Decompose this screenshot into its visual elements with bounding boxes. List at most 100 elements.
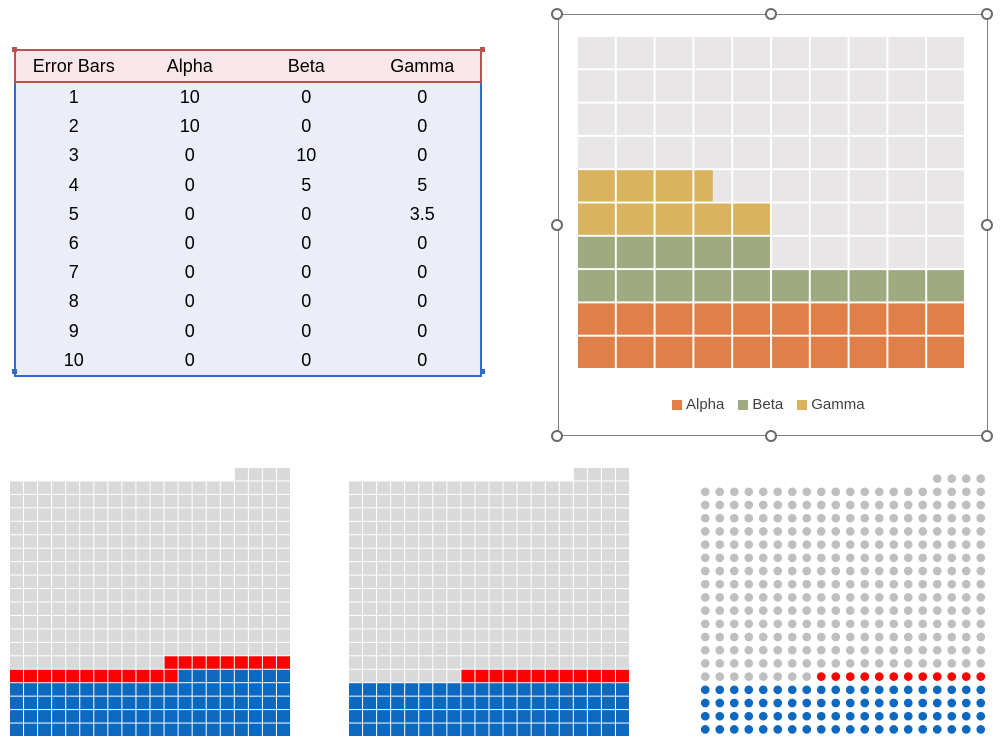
table-cell[interactable]: 5 xyxy=(248,170,365,200)
table-cell[interactable]: 10 xyxy=(131,112,248,142)
table-cell[interactable]: 0 xyxy=(131,141,248,171)
table-cell[interactable]: 7 xyxy=(14,258,132,288)
waffle-dot-blue xyxy=(918,725,928,734)
waffle-dot-empty xyxy=(831,619,841,629)
table-cell[interactable]: 0 xyxy=(248,199,365,229)
table-cell[interactable]: 2 xyxy=(14,112,132,142)
waffle-cell-empty xyxy=(248,562,262,575)
resize-handle-middle-right[interactable] xyxy=(981,219,993,231)
table-cell[interactable]: 0 xyxy=(131,345,248,377)
resize-handle-bottom-center[interactable] xyxy=(765,430,777,442)
table-cell[interactable]: 0 xyxy=(131,170,248,200)
table-cell[interactable]: 3 xyxy=(14,141,132,171)
header-cell[interactable]: Beta xyxy=(248,49,365,83)
waffle-chart-dots[interactable] xyxy=(698,472,988,736)
table-cell[interactable]: 5 xyxy=(364,170,482,200)
resize-handle-top-left[interactable] xyxy=(551,8,563,20)
waffle-cell-blue xyxy=(24,710,38,723)
table-cell[interactable]: 0 xyxy=(248,82,365,113)
waffle-dot-blue xyxy=(947,725,957,734)
waffle-cell-empty xyxy=(475,589,489,602)
empty-cell xyxy=(888,203,926,235)
waffle-cell-empty xyxy=(122,656,136,669)
table-cell[interactable]: 6 xyxy=(14,228,132,259)
waffle-cell-empty xyxy=(206,494,220,508)
header-range-handle[interactable] xyxy=(12,47,17,52)
legend-item-beta[interactable]: Beta xyxy=(738,396,783,413)
waffle-dot-empty xyxy=(918,513,928,523)
table-cell[interactable]: 0 xyxy=(364,258,482,288)
table-cell[interactable]: 0 xyxy=(248,228,365,259)
table-cell[interactable]: 5 xyxy=(14,199,132,229)
resize-handle-bottom-right[interactable] xyxy=(981,430,993,442)
waffle-dot-empty xyxy=(918,487,928,497)
table-cell[interactable]: 0 xyxy=(131,199,248,229)
body-range-handle[interactable] xyxy=(480,369,485,374)
table-cell[interactable]: 0 xyxy=(248,287,365,317)
waffle-cell-blue xyxy=(447,710,461,723)
waffle-cell-empty xyxy=(615,468,629,481)
resize-handle-top-center[interactable] xyxy=(765,8,777,20)
waffle-cell-empty xyxy=(38,535,52,548)
resize-handle-bottom-left[interactable] xyxy=(551,430,563,442)
table-cell[interactable]: 0 xyxy=(364,228,482,259)
header-cell[interactable]: Alpha xyxy=(131,49,248,83)
waffle-cell-empty xyxy=(80,521,94,535)
table-cell[interactable]: 0 xyxy=(131,316,248,346)
body-range-handle[interactable] xyxy=(12,369,17,374)
waffle-cell-empty xyxy=(545,548,559,562)
table-cell[interactable]: 8 xyxy=(14,287,132,317)
waffle-cell-empty xyxy=(349,602,363,615)
empty-cell xyxy=(694,37,732,69)
waffle-cell-empty xyxy=(405,629,419,642)
table-cell[interactable]: 0 xyxy=(131,287,248,317)
stacked-waffle-chart[interactable] xyxy=(578,37,964,368)
waffle-dot-empty xyxy=(947,566,957,576)
waffle-dot-empty xyxy=(947,474,957,483)
waffle-dot-empty xyxy=(932,527,942,536)
legend-item-gamma[interactable]: Gamma xyxy=(797,396,865,413)
table-cell[interactable]: 10 xyxy=(248,141,365,171)
table-cell[interactable]: 3.5 xyxy=(364,199,482,229)
table-cell[interactable]: 10 xyxy=(131,82,248,113)
waffle-cell-empty xyxy=(262,602,276,615)
table-cell[interactable]: 0 xyxy=(364,112,482,142)
waffle-cell-empty xyxy=(615,535,629,548)
waffle-cell-empty xyxy=(363,602,377,615)
header-cell[interactable]: Gamma xyxy=(364,49,482,83)
table-cell[interactable]: 4 xyxy=(14,170,132,200)
waffle-cell-empty xyxy=(475,602,489,615)
table-cell[interactable]: 0 xyxy=(364,287,482,317)
header-cell[interactable]: Error Bars xyxy=(14,49,132,83)
waffle-cell-empty xyxy=(587,494,601,508)
table-cell[interactable]: 0 xyxy=(364,345,482,377)
table-cell[interactable]: 0 xyxy=(248,345,365,377)
legend-item-alpha[interactable]: Alpha xyxy=(672,396,724,413)
waffle-cell-blue xyxy=(276,669,290,683)
waffle-cell-blue xyxy=(94,723,108,736)
table-cell[interactable]: 10 xyxy=(14,345,132,377)
waffle-chart-squares-b[interactable] xyxy=(349,468,629,736)
table-cell[interactable]: 0 xyxy=(248,112,365,142)
waffle-chart-squares-a[interactable] xyxy=(10,468,290,736)
table-cell[interactable]: 1 xyxy=(14,82,132,113)
table-cell[interactable]: 9 xyxy=(14,316,132,346)
table-cell[interactable]: 0 xyxy=(364,82,482,113)
header-range-handle[interactable] xyxy=(480,47,485,52)
waffle-cell-blue xyxy=(503,710,517,723)
table-cell[interactable]: 0 xyxy=(364,316,482,346)
waffle-cell-empty xyxy=(461,535,475,548)
resize-handle-middle-left[interactable] xyxy=(551,219,563,231)
waffle-cell-blue xyxy=(461,723,475,736)
resize-handle-top-right[interactable] xyxy=(981,8,993,20)
table-cell[interactable]: 0 xyxy=(131,228,248,259)
waffle-dot-blue xyxy=(758,711,768,721)
table-cell[interactable]: 0 xyxy=(131,258,248,288)
chart-legend[interactable]: Alpha Beta Gamma xyxy=(672,396,865,413)
table-cell[interactable]: 0 xyxy=(248,258,365,288)
table-cell[interactable]: 0 xyxy=(364,141,482,171)
table-cell[interactable]: 0 xyxy=(248,316,365,346)
waffle-cell-empty xyxy=(10,656,24,669)
waffle-cell-empty xyxy=(405,642,419,656)
